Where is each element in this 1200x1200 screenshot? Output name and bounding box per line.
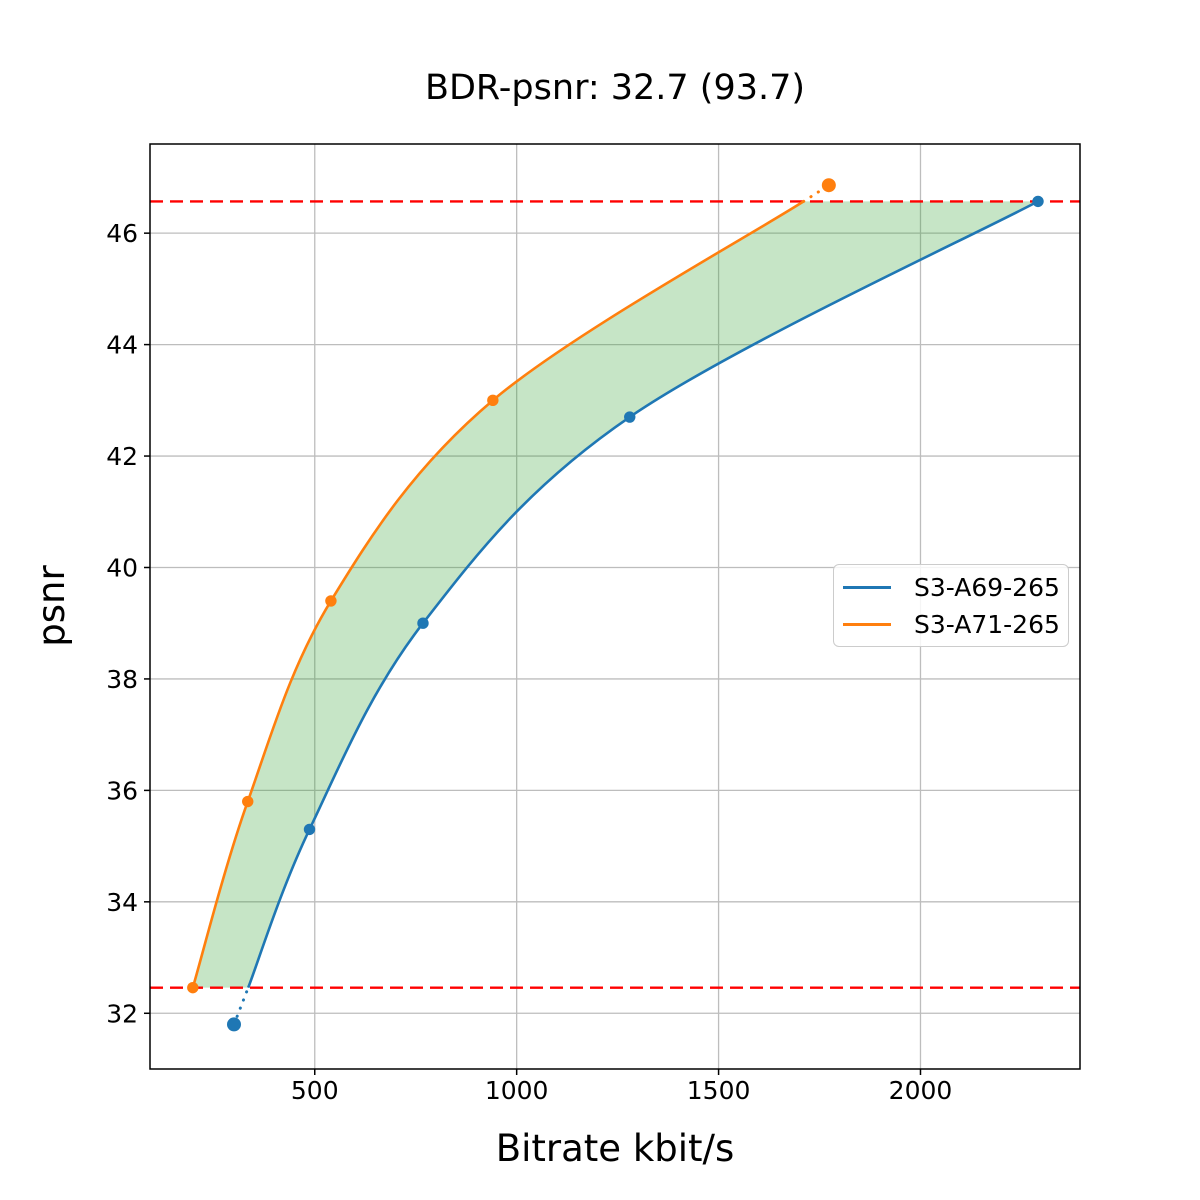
data-point-marker — [303, 823, 316, 836]
series-curve-S3-A71-265 — [187, 178, 836, 994]
data-point-marker — [226, 1017, 241, 1032]
fill-between-region — [192, 201, 1039, 988]
data-point-marker — [624, 411, 636, 423]
svg-text:44: 44 — [106, 331, 138, 360]
plot-frame — [144, 143, 1081, 1075]
chart-title: BDR-psnr: 32.7 (93.7) — [424, 68, 806, 108]
svg-text:36: 36 — [106, 776, 138, 805]
data-point-marker — [187, 981, 199, 994]
series-curve-S3-A69-265 — [226, 195, 1044, 1032]
legend-item: S3-A71-265 — [842, 609, 1060, 639]
legend-item: S3-A69-265 — [842, 572, 1060, 602]
svg-text:38: 38 — [106, 665, 138, 694]
svg-text:1000: 1000 — [485, 1076, 549, 1105]
svg-text:40: 40 — [106, 553, 138, 582]
svg-text:34: 34 — [106, 888, 138, 917]
y-axis-label: psnr — [30, 565, 73, 647]
legend-label: S3-A71-265 — [914, 609, 1060, 639]
legend-label: S3-A69-265 — [914, 572, 1060, 602]
svg-text:32: 32 — [106, 999, 138, 1028]
svg-text:42: 42 — [106, 442, 138, 471]
y-tick-labels: 32 34 36 38 40 42 44 46 — [106, 219, 138, 1028]
svg-text:46: 46 — [106, 219, 138, 248]
legend-line-sample-series-0 — [843, 585, 891, 589]
bd-interval-lines — [150, 200, 1080, 989]
data-point-marker — [487, 394, 499, 407]
data-point-marker — [417, 617, 429, 629]
data-point-marker — [821, 178, 836, 193]
legend: S3-A69-265 S3-A71-265 — [833, 564, 1069, 647]
x-tick-labels: 500 1000 1500 2000 — [291, 1076, 952, 1105]
svg-text:2000: 2000 — [889, 1076, 953, 1105]
data-point-marker — [1032, 195, 1044, 208]
legend-line-sample-series-1 — [843, 622, 891, 626]
data-point-marker — [242, 795, 254, 808]
svg-text:500: 500 — [291, 1076, 339, 1105]
grid-lines — [150, 144, 1080, 1069]
data-point-marker — [325, 595, 337, 607]
x-axis-label: Bitrate kbit/s — [495, 1127, 735, 1170]
svg-text:1500: 1500 — [687, 1076, 751, 1105]
